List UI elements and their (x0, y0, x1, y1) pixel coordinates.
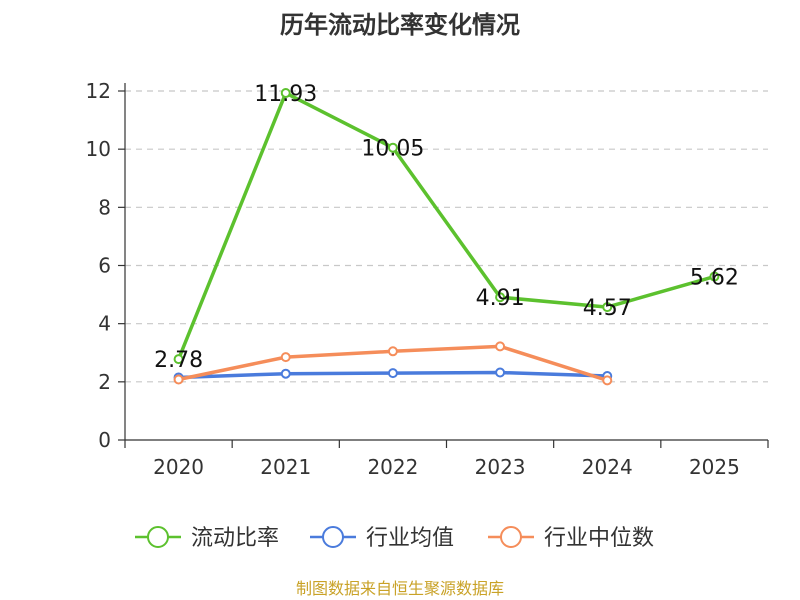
legend-marker-icon (322, 526, 344, 548)
data-point-0 (280, 88, 291, 99)
data-point-1 (280, 368, 291, 379)
legend-item[interactable]: 行业均值 (310, 526, 454, 551)
y-tick-label: 12 (86, 79, 111, 103)
y-tick-label: 4 (98, 312, 111, 336)
data-label: 11.93 (254, 82, 317, 107)
data-point-0 (602, 302, 613, 313)
data-label: 4.91 (476, 286, 525, 311)
y-tick-label: 8 (98, 195, 111, 219)
source-note: 制图数据来自恒生聚源数据库 (296, 579, 504, 598)
legend-label: 流动比率 (191, 526, 279, 551)
data-point-0 (495, 292, 506, 303)
data-point-1 (387, 368, 398, 379)
legend-item[interactable]: 行业中位数 (488, 526, 654, 551)
y-tick-label: 10 (86, 137, 111, 161)
data-label: 4.57 (583, 296, 632, 321)
grid-lines (125, 90, 768, 383)
y-tick-label: 6 (98, 254, 111, 278)
x-tick-label: 2021 (260, 455, 311, 479)
legend-marker-icon (147, 526, 169, 548)
x-tick-label: 2024 (582, 455, 633, 479)
data-point-0 (709, 271, 720, 282)
y-tick-label: 0 (98, 428, 111, 452)
legend-label: 行业中位数 (544, 526, 654, 551)
data-label: 5.62 (690, 266, 739, 291)
legend-marker-icon (500, 526, 522, 548)
data-point-2 (495, 341, 506, 352)
data-point-2 (602, 375, 613, 386)
data-point-2 (387, 346, 398, 357)
x-tick-label: 2020 (153, 455, 204, 479)
data-label: 10.05 (361, 137, 424, 162)
series-line-0 (176, 91, 715, 360)
data-point-0 (173, 354, 184, 365)
x-tick-label: 2025 (689, 455, 740, 479)
data-point-2 (173, 374, 184, 385)
data-point-0 (387, 142, 398, 153)
data-labels: 2.78 11.93 10.05 4.91 4.57 5.62 (154, 82, 739, 373)
x-tick-label: 2022 (367, 455, 418, 479)
x-tick-label: 2023 (475, 455, 526, 479)
y-tick-label: 2 (98, 370, 111, 394)
chart-title: 历年流动比率变化情况 (280, 11, 520, 39)
legend-item[interactable]: 流动比率 (135, 526, 279, 551)
legend[interactable]: 流动比率 行业均值 行业中位数 (135, 526, 654, 551)
data-point-2 (280, 352, 291, 363)
data-label: 2.78 (154, 348, 203, 373)
legend-label: 行业均值 (366, 526, 454, 551)
axes: 0 2 4 6 8 10 12 2020 2021 2022 2023 2024 2025 (86, 79, 769, 479)
series-lines (173, 88, 720, 386)
data-point-1 (495, 367, 506, 378)
